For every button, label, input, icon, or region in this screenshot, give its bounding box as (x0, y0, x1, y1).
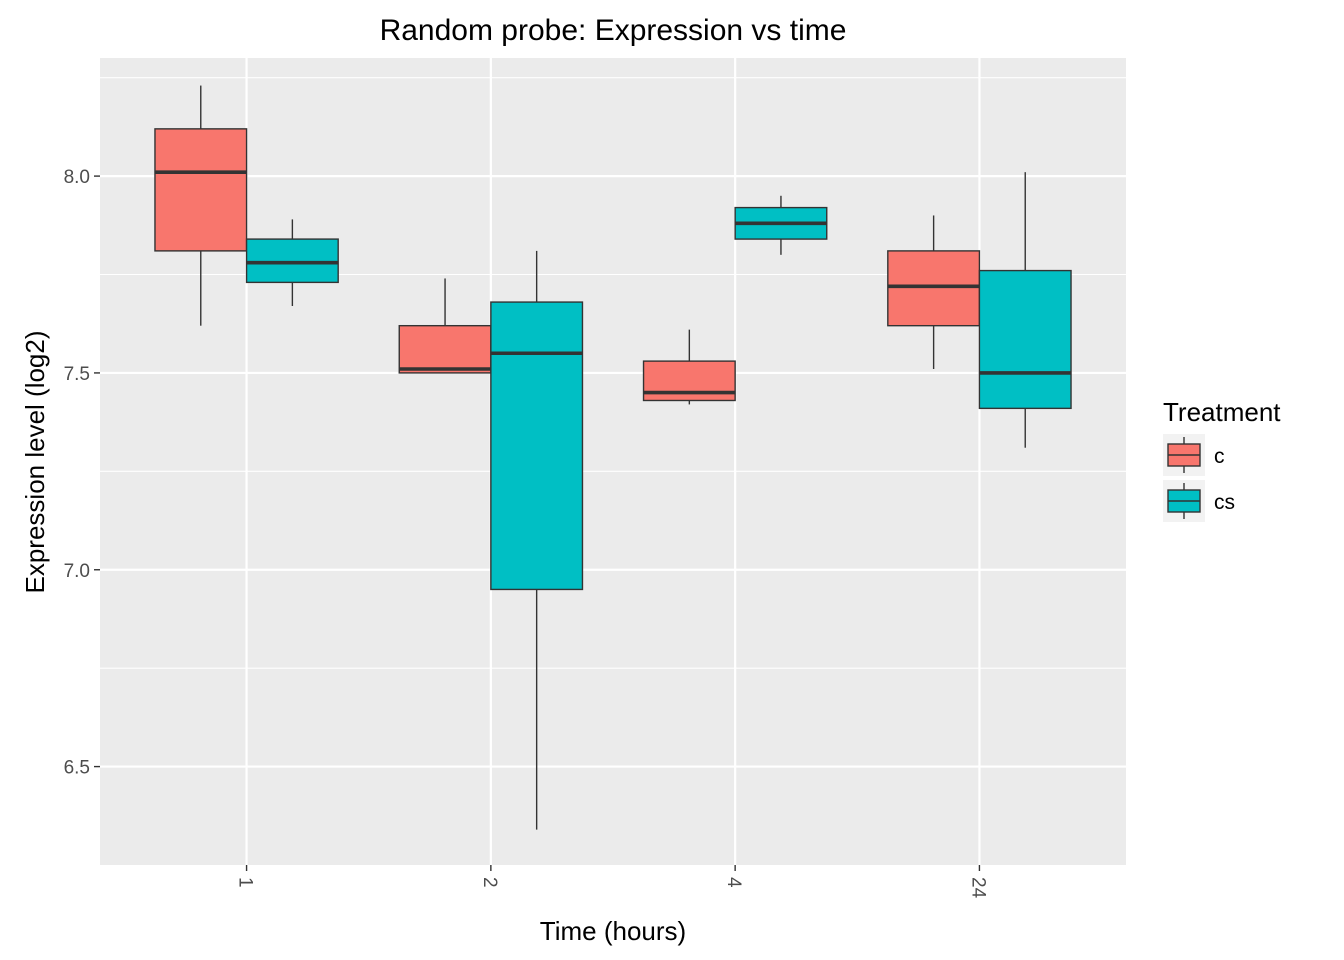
box-cs-4 (734, 195, 828, 255)
legend-label: cs (1214, 491, 1235, 514)
y-axis-ticks: 6.5 7.0 7.5 8.0 (64, 167, 100, 779)
y-tick-label: 7.5 (64, 364, 90, 385)
box-body (490, 301, 584, 591)
box-c-4 (642, 329, 736, 405)
y-tick-label: 6.5 (64, 758, 90, 779)
box-body (154, 128, 248, 252)
x-axis-title: Time (hours) (540, 916, 686, 946)
y-tick-label: 8.0 (64, 167, 90, 188)
chart-title: Random probe: Expression vs time (380, 14, 847, 47)
box-body (642, 360, 736, 402)
major-gridlines (100, 58, 1126, 865)
box-cs-2 (490, 250, 584, 830)
box-cs-24 (978, 172, 1072, 448)
box-body (887, 250, 981, 327)
legend-item-cs: cs (1163, 480, 1235, 522)
x-tick-label: 24 (967, 877, 988, 899)
legend-label: c (1214, 445, 1225, 468)
x-tick-label: 1 (235, 877, 256, 888)
box-c-24 (887, 215, 981, 369)
x-tick-label: 4 (723, 877, 744, 888)
box-body (398, 324, 492, 374)
plot-panel (100, 58, 1126, 865)
legend: c cs (1163, 434, 1235, 522)
box-c-1 (154, 85, 248, 326)
legend-item-c: c (1163, 434, 1225, 476)
box-cs-1 (245, 219, 339, 307)
legend-title: Treatment (1163, 397, 1281, 427)
x-axis-ticks: 1 2 4 24 (235, 865, 988, 899)
x-tick-label: 2 (479, 877, 500, 888)
y-axis-title: Expression level (log2) (20, 330, 50, 593)
box-body (245, 238, 339, 284)
box-body (978, 269, 1072, 410)
box-c-2 (398, 278, 492, 374)
y-tick-label: 7.0 (64, 561, 90, 582)
box-marks (154, 85, 1072, 830)
